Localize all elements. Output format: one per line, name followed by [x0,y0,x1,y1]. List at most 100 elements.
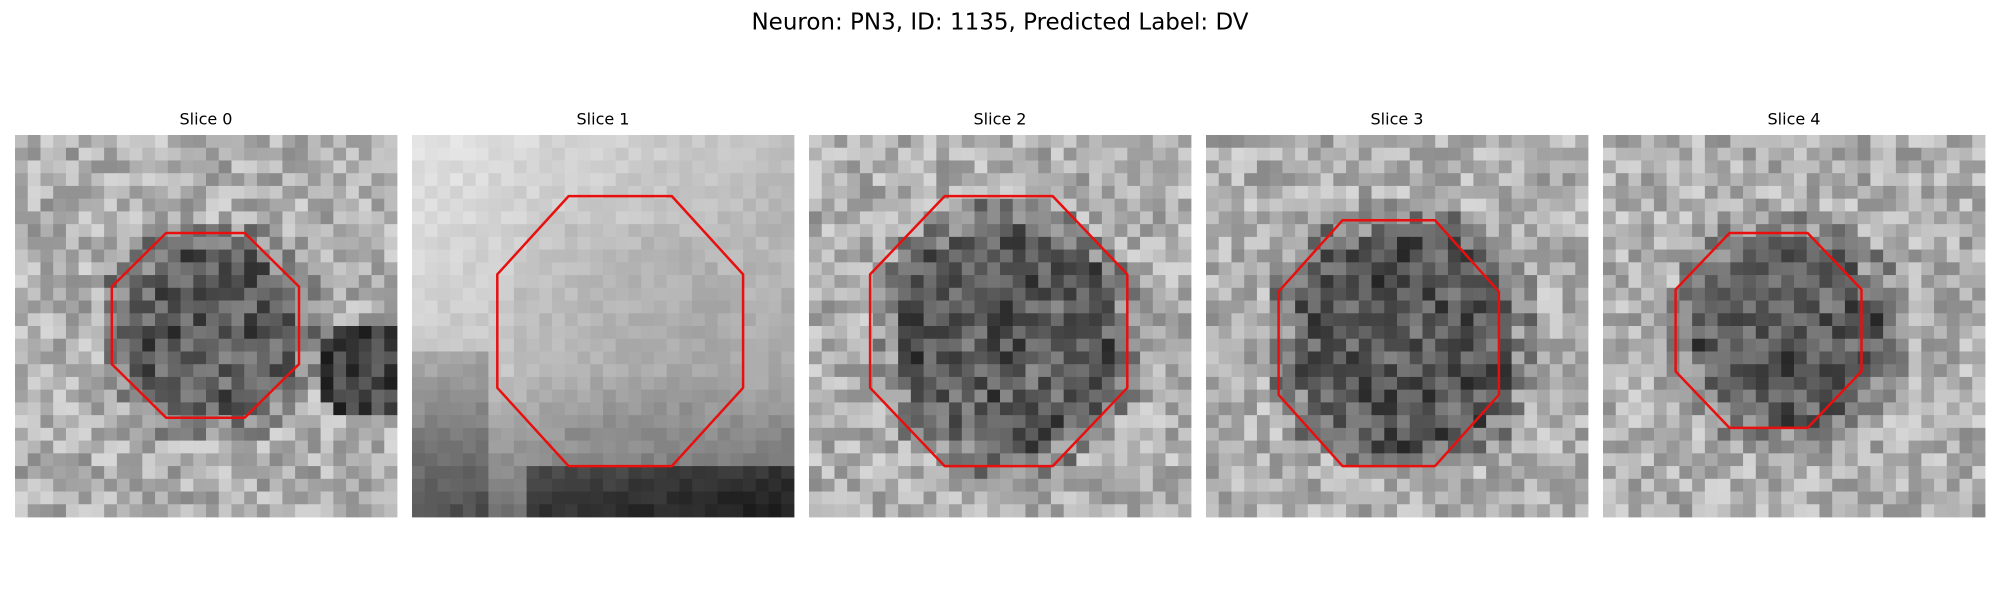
pixel [295,453,309,467]
pixel [1218,440,1232,454]
pixel [1692,427,1706,441]
pixel [307,389,321,403]
pixel [1140,427,1154,441]
pixel [923,262,937,276]
pixel [1460,504,1474,518]
pixel [1921,376,1935,391]
pixel [1946,300,1960,314]
pixel [412,376,426,391]
pixel [717,376,731,391]
pixel [1972,326,1986,340]
pixel [653,415,668,429]
pixel [1486,287,1500,301]
pixel [743,135,757,149]
pixel [923,453,937,467]
pixel [1089,147,1103,161]
pixel [666,376,680,391]
pixel [1282,236,1296,250]
pixel [768,224,782,238]
pixel [898,300,912,314]
pixel [1615,300,1629,314]
pixel [1524,313,1538,327]
pixel [1537,364,1551,378]
pixel [781,402,795,416]
pixel [1870,135,1884,149]
pixel [180,147,194,161]
pixel [577,275,591,289]
pixel [1101,198,1115,212]
pixel [1218,185,1232,200]
pixel [129,249,143,263]
pixel [847,415,861,429]
pixel [949,478,963,492]
pixel [1934,300,1948,314]
pixel [1256,364,1271,378]
pixel [1704,415,1718,429]
pixel [65,147,80,161]
pixel [1473,389,1487,403]
pixel [142,376,156,391]
pixel [1870,262,1884,276]
pixel [1447,313,1462,327]
pixel [577,453,591,467]
pixel [1256,313,1271,327]
pixel [1946,389,1960,403]
pixel [1409,198,1423,212]
pixel [1256,224,1271,238]
pixel [53,262,67,276]
pixel [1946,415,1960,429]
pixel [1653,300,1668,314]
pixel [615,173,629,187]
pixel [488,338,502,352]
pixel [1076,185,1090,200]
pixel [488,491,502,505]
pixel [987,453,1001,467]
pixel [1666,313,1680,327]
pixel [1384,402,1398,416]
pixel [1895,160,1909,174]
pixel [1397,351,1411,365]
pixel [628,466,642,480]
pixel [1295,491,1309,505]
pixel [1435,173,1449,187]
pixel [40,287,54,301]
pixel [1282,364,1296,378]
pixel [564,236,578,250]
pixel [1603,389,1617,403]
pixel [1050,351,1065,365]
pixel [1895,427,1909,441]
pixel [1038,504,1052,518]
pixel [1218,326,1232,340]
pixel [653,147,668,161]
pixel [65,287,80,301]
pixel [1921,351,1935,365]
pixel [1679,224,1693,238]
pixel [1959,402,1973,416]
pixel [1025,376,1039,391]
pixel [704,224,718,238]
pixel [412,211,426,225]
pixel [1295,160,1309,174]
pixel [256,376,271,391]
pixel [488,326,502,340]
pixel [809,300,823,314]
pixel [180,249,194,263]
pixel [256,478,271,492]
pixel [1806,427,1820,441]
pixel [1050,211,1065,225]
pixel [898,389,912,403]
pixel [1921,491,1935,505]
pixel [384,389,398,403]
pixel [898,427,912,441]
pixel [717,338,731,352]
pixel [269,389,283,403]
pixel [564,249,578,263]
pixel [295,160,309,174]
pixel [1743,338,1757,352]
pixel [692,135,706,149]
pixel [1038,326,1052,340]
pixel [1089,440,1103,454]
pixel [1244,389,1258,403]
pixel [501,351,515,365]
pixel [564,224,578,238]
